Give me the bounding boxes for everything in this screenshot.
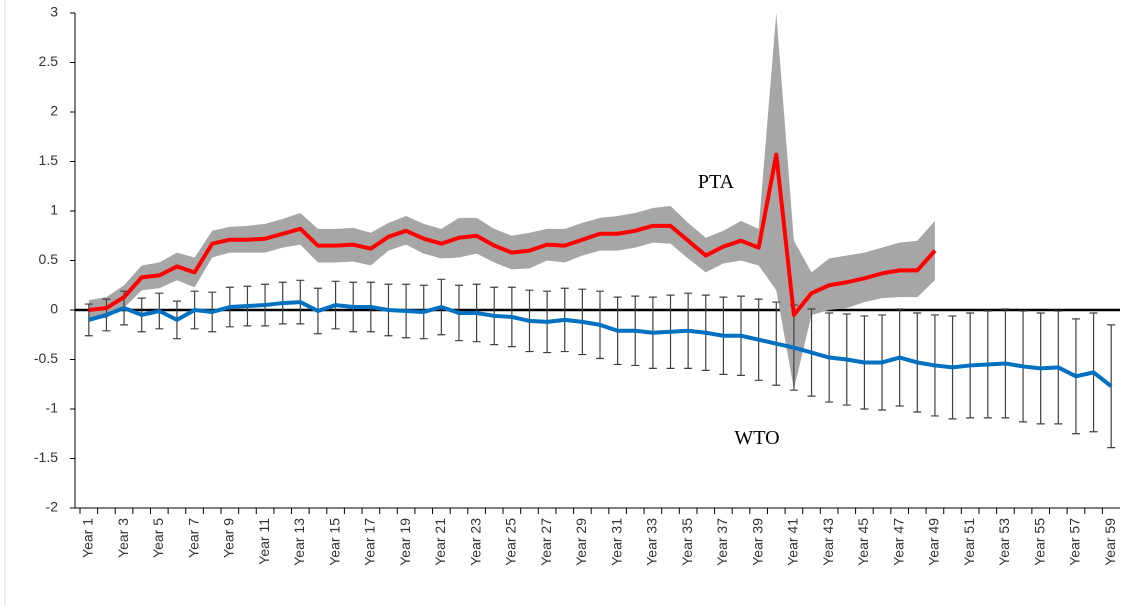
x-tick-label: Year 43	[820, 518, 836, 566]
x-tick-label: Year 21	[432, 518, 448, 566]
y-tick-label: 1	[50, 202, 58, 218]
x-tick-label: Year 57	[1067, 518, 1083, 566]
x-tick-label: Year 7	[185, 518, 201, 558]
x-tick-label: Year 25	[503, 518, 519, 566]
y-tick-label: -1	[46, 400, 59, 416]
x-tick-label: Year 41	[785, 518, 801, 566]
x-tick-label: Year 23	[467, 518, 483, 566]
y-tick-label: -0.5	[34, 350, 58, 366]
x-tick-label: Year 33	[644, 518, 660, 566]
x-tick-label: Year 9	[221, 518, 237, 558]
series-line	[88, 300, 1113, 388]
y-tick-label: 0	[50, 301, 58, 317]
x-tick-label: Year 59	[1102, 518, 1118, 566]
x-tick-label: Year 11	[256, 518, 272, 565]
x-tick-label: Year 31	[608, 518, 624, 566]
x-tick-label: Year 13	[291, 518, 307, 566]
x-tick-label: Year 53	[996, 518, 1012, 566]
y-tick-label: -1.5	[34, 449, 58, 465]
x-tick-label: Year 35	[679, 518, 695, 566]
y-tick-label: 1.5	[39, 152, 59, 168]
series-label: PTA	[698, 171, 735, 193]
y-tick-label: 2.5	[39, 53, 59, 69]
error-bar	[1107, 324, 1116, 449]
x-tick-label: Year 17	[362, 518, 378, 566]
x-tick-label: Year 39	[749, 518, 765, 566]
y-tick-label: 0.5	[39, 251, 59, 267]
x-tick-label: Year 49	[926, 518, 942, 566]
y-tick-label: 2	[50, 103, 58, 119]
x-tick-label: Year 1	[80, 518, 96, 558]
x-tick-label: Year 45	[855, 518, 871, 566]
x-tick-label: Year 27	[538, 518, 554, 566]
x-tick-label: Year 3	[115, 518, 131, 558]
y-tick-label: -2	[46, 499, 59, 515]
x-tick-label: Year 37	[714, 518, 730, 566]
x-tick-label: Year 47	[890, 518, 906, 566]
series-label: WTO	[734, 427, 779, 449]
x-tick-label: Year 55	[1031, 518, 1047, 566]
y-tick-label: 3	[50, 4, 58, 20]
x-tick-label: Year 19	[397, 518, 413, 566]
x-tick-label: Year 29	[573, 518, 589, 566]
x-tick-label: Year 5	[150, 518, 166, 558]
x-tick-label: Year 15	[326, 518, 342, 566]
x-tick-label: Year 51	[961, 518, 977, 566]
series-line	[88, 152, 937, 317]
